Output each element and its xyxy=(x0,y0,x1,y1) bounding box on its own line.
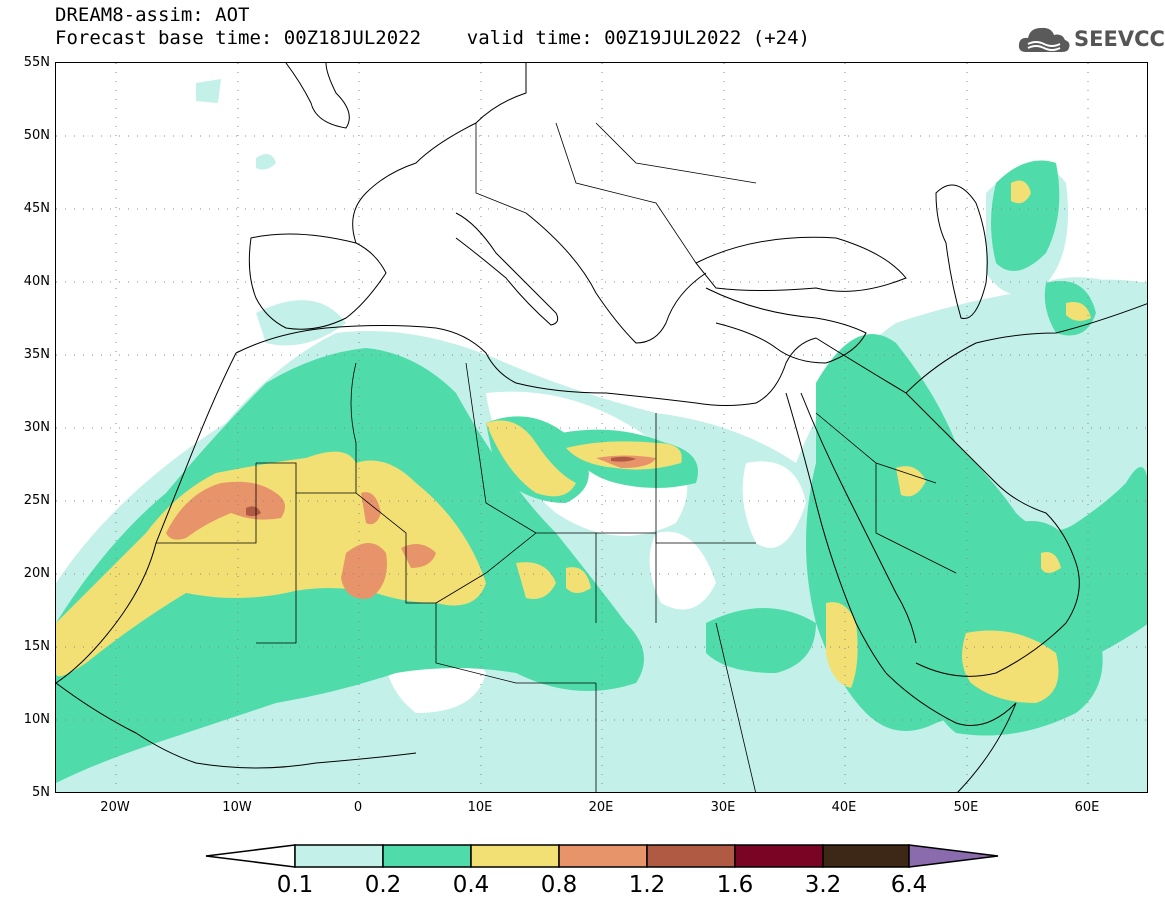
x-tick-label: 40E xyxy=(831,800,857,815)
colorbar-segment xyxy=(470,844,560,868)
colorbar-label: 1.6 xyxy=(716,872,754,898)
map-canvas xyxy=(56,63,1147,792)
x-tick-label: 10E xyxy=(467,800,493,815)
aot-map xyxy=(55,62,1148,793)
x-tick-label: 20W xyxy=(100,800,130,815)
colorbar-label: 6.4 xyxy=(890,872,928,898)
x-tick-label: 0 xyxy=(353,800,363,815)
colorbar-segment xyxy=(294,844,384,868)
colorbar-label: 0.1 xyxy=(276,872,314,898)
colorbar-label: 0.2 xyxy=(364,872,402,898)
cloud-icon xyxy=(1018,27,1070,52)
x-tick-label: 50E xyxy=(953,800,979,815)
y-tick-label: 30N xyxy=(23,420,50,435)
seevccc-logo: SEEVCCC xyxy=(1016,22,1165,56)
y-tick-label: 25N xyxy=(23,493,50,508)
colorbar-upper-arrow xyxy=(908,844,999,868)
forecast-time-line: Forecast base time: 00Z18JUL2022 valid t… xyxy=(55,27,810,49)
y-tick-label: 5N xyxy=(32,785,50,800)
colorbar-label: 0.4 xyxy=(452,872,490,898)
colorbar-label: 3.2 xyxy=(804,872,842,898)
colorbar-label: 1.2 xyxy=(628,872,666,898)
x-tick-label: 60E xyxy=(1074,800,1100,815)
colorbar-segment xyxy=(382,844,472,868)
x-tick-label: 30E xyxy=(710,800,736,815)
x-tick-label: 10W xyxy=(222,800,252,815)
x-tick-label: 20E xyxy=(588,800,614,815)
colorbar-segment xyxy=(734,844,824,868)
y-tick-label: 35N xyxy=(23,347,50,362)
logo-text: SEEVCCC xyxy=(1074,27,1165,51)
colorbar-label: 0.8 xyxy=(540,872,578,898)
colorbar xyxy=(205,844,999,868)
y-tick-label: 15N xyxy=(23,639,50,654)
y-tick-label: 10N xyxy=(23,712,50,727)
y-tick-label: 45N xyxy=(23,201,50,216)
colorbar-segment xyxy=(558,844,648,868)
y-tick-label: 50N xyxy=(23,128,50,143)
colorbar-segment xyxy=(646,844,736,868)
colorbar-segment xyxy=(822,844,910,868)
aot-level-1-2 xyxy=(246,456,636,517)
map-title: DREAM8-assim: AOT xyxy=(55,4,250,26)
colorbar-lower-arrow xyxy=(205,844,296,868)
country-borders xyxy=(156,122,957,792)
y-tick-label: 20N xyxy=(23,566,50,581)
y-tick-label: 55N xyxy=(23,55,50,70)
y-tick-label: 40N xyxy=(23,274,50,289)
